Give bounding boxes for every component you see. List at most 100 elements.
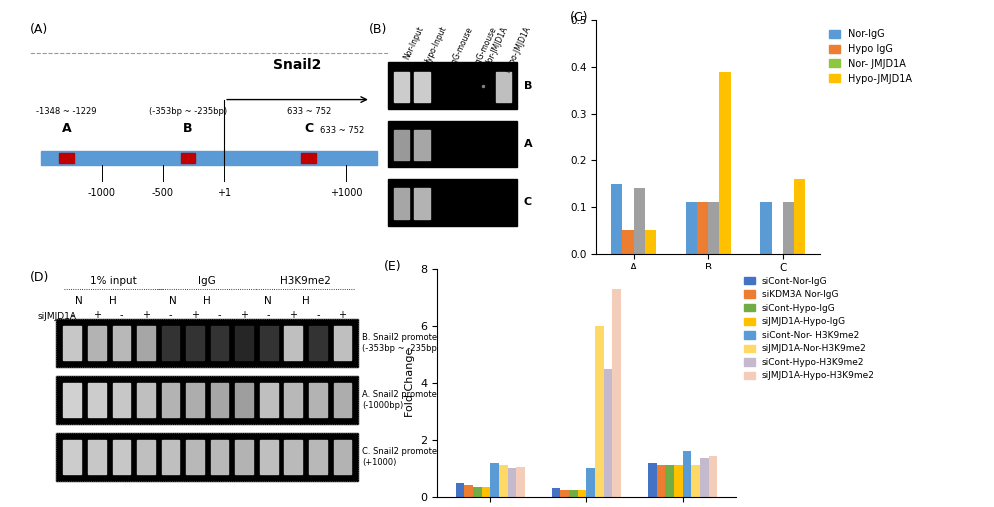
- Bar: [259, 326, 277, 359]
- Bar: [57, 319, 359, 367]
- Bar: [211, 440, 229, 474]
- Text: Nor-Input: Nor-Input: [402, 25, 425, 61]
- Bar: [508, 468, 516, 497]
- Text: +1: +1: [217, 188, 232, 198]
- Bar: [595, 325, 603, 497]
- Bar: [301, 153, 316, 163]
- Text: (D): (D): [30, 271, 49, 284]
- Legend: Nor-IgG, Hypo IgG, Nor- JMJD1A, Hypo-JMJD1A: Nor-IgG, Hypo IgG, Nor- JMJD1A, Hypo-JMJ…: [825, 25, 916, 88]
- Text: -: -: [218, 310, 222, 320]
- Bar: [414, 188, 429, 219]
- Bar: [186, 326, 204, 359]
- Bar: [760, 202, 771, 254]
- Bar: [309, 440, 327, 474]
- Bar: [603, 369, 612, 497]
- Text: C: C: [524, 197, 532, 207]
- Bar: [284, 383, 302, 417]
- Bar: [112, 383, 130, 417]
- Bar: [570, 490, 578, 497]
- Bar: [211, 383, 229, 417]
- Bar: [137, 326, 155, 359]
- Bar: [482, 487, 490, 497]
- Text: A: A: [524, 139, 533, 149]
- Bar: [211, 326, 229, 359]
- Bar: [683, 451, 691, 497]
- Text: B: B: [183, 122, 193, 134]
- Bar: [309, 383, 327, 417]
- Bar: [162, 440, 179, 474]
- Text: Hypo-JMJD1A: Hypo-JMJD1A: [503, 25, 533, 74]
- Text: C. Snail2 promoter
(+1000): C. Snail2 promoter (+1000): [362, 447, 440, 466]
- Text: H: H: [302, 296, 309, 306]
- Bar: [259, 440, 277, 474]
- Bar: [708, 202, 720, 254]
- Bar: [88, 440, 105, 474]
- Text: -: -: [267, 310, 270, 320]
- Bar: [389, 121, 517, 167]
- Bar: [783, 202, 794, 254]
- Bar: [648, 462, 657, 497]
- Bar: [334, 383, 351, 417]
- Bar: [622, 230, 634, 254]
- Text: +: +: [289, 310, 297, 320]
- Bar: [309, 326, 327, 359]
- Bar: [259, 383, 277, 417]
- Bar: [612, 288, 621, 497]
- Bar: [334, 326, 351, 359]
- Bar: [41, 151, 377, 165]
- Bar: [634, 188, 645, 254]
- Text: B. Snail2 promoter
(-353bp ~ -235bp): B. Snail2 promoter (-353bp ~ -235bp): [362, 333, 440, 352]
- Bar: [236, 326, 253, 359]
- Text: H3K9me2: H3K9me2: [280, 275, 331, 285]
- Text: 1% input: 1% input: [89, 275, 136, 285]
- Bar: [691, 465, 700, 497]
- Text: 633 ~ 752: 633 ~ 752: [286, 107, 331, 116]
- Bar: [516, 467, 525, 497]
- Bar: [473, 487, 482, 497]
- Bar: [455, 483, 464, 497]
- Text: -: -: [169, 310, 172, 320]
- Bar: [700, 458, 709, 497]
- Bar: [674, 465, 683, 497]
- FancyBboxPatch shape: [26, 53, 392, 256]
- Bar: [578, 490, 586, 497]
- Bar: [395, 130, 410, 160]
- Text: C: C: [304, 122, 313, 134]
- Text: (E): (E): [384, 260, 402, 273]
- Text: H: H: [109, 296, 116, 306]
- Bar: [720, 71, 731, 254]
- Text: +: +: [92, 310, 100, 320]
- Bar: [552, 488, 561, 497]
- Legend: siCont-Nor-IgG, siKDM3A Nor-IgG, siCont-Hypo-IgG, siJMJD1A-Hypo-IgG, siCont-Nor-: siCont-Nor-IgG, siKDM3A Nor-IgG, siCont-…: [741, 273, 879, 384]
- Text: IgG: IgG: [199, 275, 217, 285]
- Bar: [464, 486, 473, 497]
- Bar: [395, 71, 410, 102]
- Bar: [395, 188, 410, 219]
- Text: -500: -500: [152, 188, 174, 198]
- Text: A: A: [62, 122, 72, 134]
- Bar: [645, 230, 656, 254]
- Text: siJMJD1A: siJMJD1A: [38, 312, 77, 321]
- Bar: [586, 468, 595, 497]
- Bar: [236, 383, 253, 417]
- Bar: [686, 202, 697, 254]
- Bar: [186, 440, 204, 474]
- Bar: [112, 440, 130, 474]
- Text: +: +: [191, 310, 199, 320]
- Text: -: -: [316, 310, 320, 320]
- Bar: [389, 62, 517, 109]
- Bar: [414, 71, 429, 102]
- Text: -1348 ~ -1229: -1348 ~ -1229: [36, 107, 96, 116]
- Bar: [611, 184, 622, 254]
- Text: (A): (A): [30, 23, 48, 35]
- Text: +: +: [142, 310, 150, 320]
- Bar: [186, 383, 204, 417]
- Bar: [137, 383, 155, 417]
- Bar: [414, 130, 429, 160]
- Bar: [334, 440, 351, 474]
- Text: H: H: [204, 296, 211, 306]
- Bar: [57, 433, 359, 481]
- Bar: [112, 326, 130, 359]
- Text: A. Snail2 promoter
(-1000bp): A. Snail2 promoter (-1000bp): [362, 390, 440, 410]
- Text: Hypo-Input: Hypo-Input: [422, 25, 448, 67]
